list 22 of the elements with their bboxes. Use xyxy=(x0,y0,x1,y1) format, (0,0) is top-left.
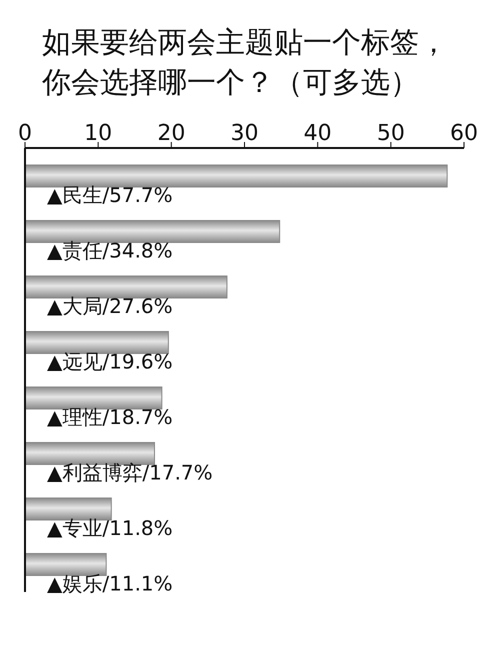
y-tick-label: ▲专业/11.8% xyxy=(47,516,173,540)
bar xyxy=(25,498,112,520)
x-tick-label: 20 xyxy=(157,121,186,146)
y-tick-label: ▲远见/19.6% xyxy=(47,349,173,374)
bar xyxy=(25,331,169,354)
x-tick-label: 30 xyxy=(230,121,258,146)
x-tick-label: 10 xyxy=(84,121,112,146)
x-tick-label: 40 xyxy=(304,121,332,146)
y-tick-label: ▲责任/34.8% xyxy=(47,238,173,262)
y-tick-label: ▲利益博弈/17.7% xyxy=(47,460,213,484)
y-tick-label: ▲理性/18.7% xyxy=(47,404,173,429)
x-tick-label: 60 xyxy=(450,121,478,146)
x-tick-label: 50 xyxy=(376,121,405,146)
y-tick-label: ▲大局/27.6% xyxy=(47,294,173,318)
y-tick-label: ▲娱乐/11.1% xyxy=(47,571,173,596)
bar xyxy=(25,553,107,576)
bar xyxy=(25,164,448,188)
bar xyxy=(25,276,228,298)
x-tick-label: 0 xyxy=(18,121,32,146)
bar xyxy=(25,386,162,410)
chart-title: 如果要给两会主题贴一个标签，你会选择哪一个？（可多选） xyxy=(42,24,449,101)
y-tick-label: ▲民生/57.7% xyxy=(47,182,173,207)
